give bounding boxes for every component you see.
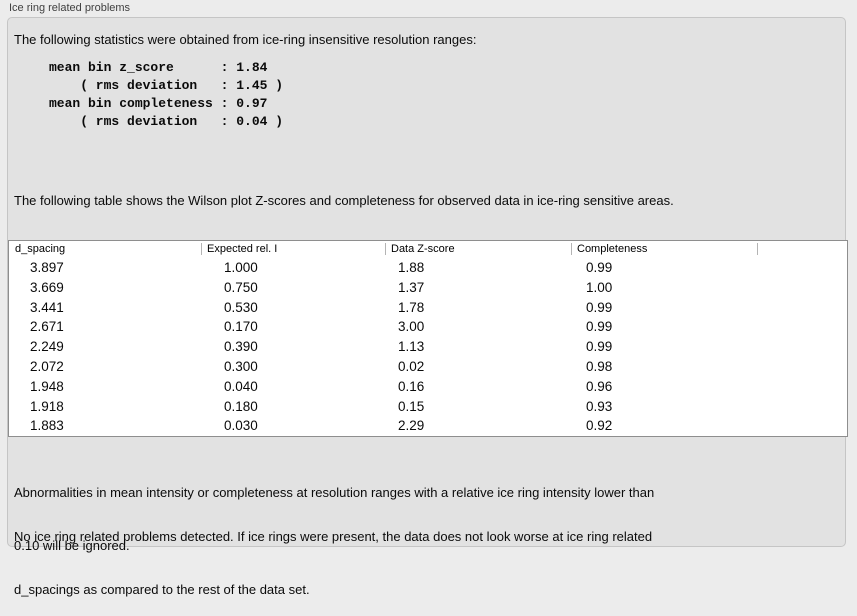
table-row[interactable]: 3.669 0.750 1.37 1.00 — [9, 278, 847, 298]
conclusion-text: No ice ring related problems detected. I… — [14, 493, 652, 616]
conclusion-line: d_spacings as compared to the rest of th… — [14, 581, 310, 597]
cell-empty — [757, 397, 847, 417]
cell-empty — [757, 298, 847, 318]
table-row[interactable]: 2.249 0.390 1.13 0.99 — [9, 337, 847, 357]
table-row[interactable]: 3.441 0.530 1.78 0.99 — [9, 298, 847, 318]
cell-empty — [757, 357, 847, 377]
table-row[interactable]: 1.918 0.180 0.15 0.93 — [9, 397, 847, 417]
column-header-label: Data Z-score — [391, 243, 455, 255]
cell-completeness: 0.96 — [586, 378, 613, 394]
cell-d-spacing: 1.918 — [30, 398, 64, 414]
cell-empty — [757, 258, 847, 278]
cell-empty — [757, 377, 847, 397]
cell-expected-rel-i: 1.000 — [224, 260, 258, 275]
cell-d-spacing: 2.072 — [30, 358, 64, 374]
cell-expected-rel-i: 0.030 — [224, 418, 258, 434]
cell-completeness: 0.92 — [586, 418, 613, 434]
table-row[interactable]: 3.897 1.000 1.88 0.99 — [9, 258, 847, 278]
statistics-block: mean bin z_score : 1.84 ( rms deviation … — [49, 59, 283, 131]
cell-d-spacing: 3.441 — [30, 299, 64, 315]
cell-expected-rel-i: 0.180 — [224, 398, 258, 414]
cell-completeness: 0.98 — [586, 358, 613, 374]
cell-data-z-score: 1.37 — [398, 279, 425, 295]
cell-expected-rel-i: 0.390 — [224, 339, 258, 355]
cell-expected-rel-i: 0.300 — [224, 358, 258, 374]
cell-data-z-score: 0.02 — [398, 358, 425, 374]
column-separator — [201, 243, 202, 255]
conclusion-line: No ice ring related problems detected. I… — [14, 529, 653, 545]
ice-ring-table: d_spacing Expected rel. I Data Z-score C… — [8, 240, 848, 437]
cell-completeness: 0.99 — [586, 260, 613, 275]
cell-expected-rel-i: 0.170 — [224, 319, 258, 335]
table-row[interactable]: 2.671 0.170 3.00 0.99 — [9, 317, 847, 337]
cell-completeness: 0.93 — [586, 398, 613, 414]
cell-d-spacing: 3.669 — [30, 279, 64, 295]
cell-empty — [757, 416, 847, 436]
table-row[interactable]: 1.883 0.030 2.29 0.92 — [9, 416, 847, 436]
cell-empty — [757, 278, 847, 298]
stat-line: mean bin z_score : 1.84 — [49, 60, 268, 75]
intro-text: The following statistics were obtained f… — [14, 32, 477, 47]
cell-expected-rel-i: 0.750 — [224, 279, 258, 295]
column-header-empty[interactable] — [757, 241, 847, 258]
table-row[interactable]: 2.072 0.300 0.02 0.98 — [9, 357, 847, 377]
column-header-expected-rel-i[interactable]: Expected rel. I — [201, 241, 385, 258]
cell-completeness: 1.00 — [586, 279, 613, 295]
cell-data-z-score: 1.88 — [398, 260, 425, 275]
cell-completeness: 0.99 — [586, 339, 613, 355]
stat-line: ( rms deviation : 1.45 ) — [49, 78, 284, 93]
cell-completeness: 0.99 — [586, 319, 613, 335]
description-line: The following table shows the Wilson plo… — [14, 193, 674, 209]
cell-d-spacing: 3.897 — [30, 260, 64, 275]
column-separator — [571, 243, 572, 255]
column-header-completeness[interactable]: Completeness — [571, 241, 757, 258]
cell-data-z-score: 0.15 — [398, 398, 425, 414]
cell-expected-rel-i: 0.530 — [224, 299, 258, 315]
cell-d-spacing: 1.948 — [30, 378, 64, 394]
column-header-data-z-score[interactable]: Data Z-score — [385, 241, 571, 258]
cell-d-spacing: 2.249 — [30, 339, 64, 355]
stat-line: mean bin completeness : 0.97 — [49, 96, 268, 111]
column-header-label: Completeness — [577, 243, 648, 255]
ignore-note-line: Abnormalities in mean intensity or compl… — [14, 485, 655, 501]
table-row[interactable]: 1.948 0.040 0.16 0.96 — [9, 377, 847, 397]
cell-data-z-score: 0.16 — [398, 378, 425, 394]
cell-d-spacing: 1.883 — [30, 418, 64, 434]
column-header-label: Expected rel. I — [207, 243, 278, 255]
cell-empty — [757, 337, 847, 357]
cell-d-spacing: 2.671 — [30, 319, 64, 335]
column-header-d-spacing[interactable]: d_spacing — [15, 243, 66, 255]
cell-empty — [757, 317, 847, 337]
cell-expected-rel-i: 0.040 — [224, 378, 258, 394]
column-separator — [757, 243, 758, 255]
cell-data-z-score: 1.78 — [398, 299, 425, 315]
cell-completeness: 0.99 — [586, 299, 613, 315]
cell-data-z-score: 3.00 — [398, 319, 425, 335]
cell-data-z-score: 2.29 — [398, 418, 425, 434]
cell-data-z-score: 1.13 — [398, 339, 425, 355]
panel-title: Ice ring related problems — [9, 2, 131, 14]
table-header-row: d_spacing Expected rel. I Data Z-score C… — [9, 241, 847, 258]
stat-line: ( rms deviation : 0.04 ) — [49, 114, 284, 129]
column-separator — [385, 243, 386, 255]
